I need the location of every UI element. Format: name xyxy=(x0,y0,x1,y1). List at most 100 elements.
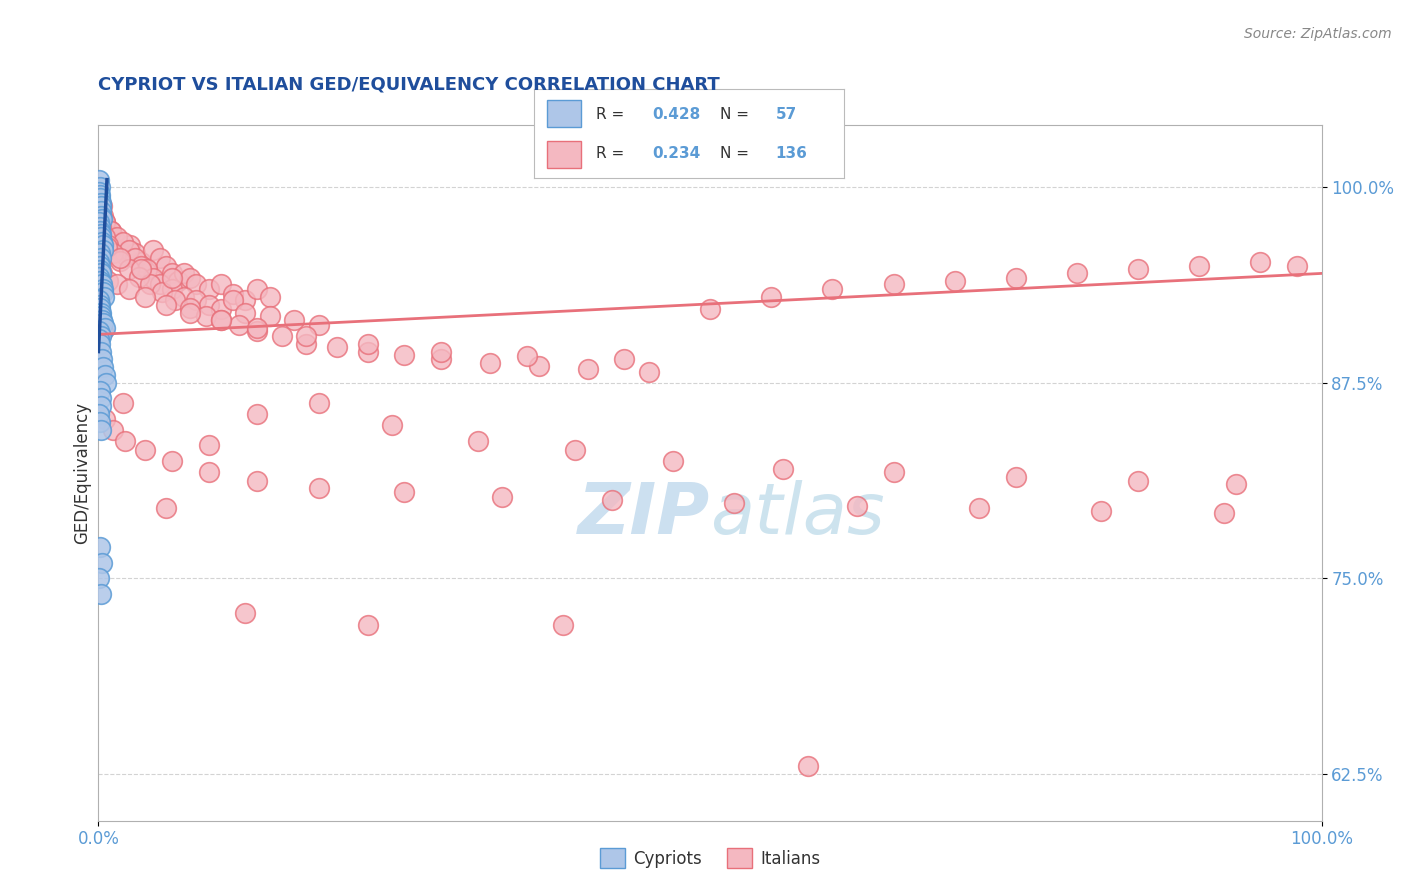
Point xyxy=(186,277,208,292)
Point xyxy=(129,261,152,276)
Point xyxy=(1225,477,1247,491)
Point xyxy=(94,376,117,390)
Point xyxy=(967,500,990,515)
Point xyxy=(89,298,111,312)
Point xyxy=(89,196,111,211)
Point xyxy=(943,274,966,288)
Point xyxy=(90,203,112,218)
Point xyxy=(209,313,232,327)
Point xyxy=(93,290,115,304)
Point xyxy=(259,309,281,323)
Point xyxy=(553,618,575,632)
Point xyxy=(110,251,132,265)
Text: N =: N = xyxy=(720,146,754,161)
Point xyxy=(356,344,378,359)
FancyBboxPatch shape xyxy=(547,141,581,168)
Point xyxy=(246,475,269,489)
Point xyxy=(91,313,114,327)
Text: ZIP: ZIP xyxy=(578,480,710,549)
Point xyxy=(91,352,114,367)
Point xyxy=(91,285,114,300)
Point xyxy=(91,235,114,249)
Point xyxy=(91,556,114,570)
Point xyxy=(89,259,111,273)
Point xyxy=(90,400,112,414)
Point xyxy=(93,412,115,426)
Point xyxy=(90,423,112,437)
Point xyxy=(93,321,115,335)
Point xyxy=(139,277,162,292)
Point xyxy=(136,261,159,276)
Point xyxy=(222,286,245,301)
Point xyxy=(89,336,111,351)
Point xyxy=(124,251,146,265)
Point xyxy=(637,365,661,379)
Point xyxy=(91,277,114,292)
Point xyxy=(797,759,820,773)
Point xyxy=(142,271,165,285)
Point xyxy=(613,352,636,367)
Point xyxy=(308,318,330,332)
Point xyxy=(160,454,183,468)
Point xyxy=(392,485,416,500)
Point xyxy=(821,282,844,296)
Point xyxy=(149,277,172,292)
Point xyxy=(91,209,114,223)
Point xyxy=(576,361,599,376)
Point xyxy=(91,317,114,331)
Point xyxy=(110,253,132,268)
Point xyxy=(197,438,219,452)
Point xyxy=(100,224,122,238)
Text: 57: 57 xyxy=(776,107,797,121)
Point xyxy=(1004,271,1026,285)
Point xyxy=(89,180,111,194)
Point xyxy=(233,606,256,620)
Point xyxy=(326,340,349,354)
Point xyxy=(91,267,114,281)
Point xyxy=(308,396,330,410)
Point xyxy=(101,423,124,437)
Text: atlas: atlas xyxy=(710,480,884,549)
Point xyxy=(105,230,128,244)
Point xyxy=(149,251,172,265)
Point xyxy=(662,454,685,468)
Point xyxy=(197,298,219,312)
Point xyxy=(111,396,134,410)
Point xyxy=(101,230,124,244)
Point xyxy=(89,384,111,398)
Point xyxy=(167,274,190,288)
Point xyxy=(150,285,173,300)
Point xyxy=(173,267,195,281)
Point xyxy=(97,274,120,288)
Point xyxy=(93,230,115,244)
Point xyxy=(761,290,783,304)
Point xyxy=(1212,506,1234,520)
Point xyxy=(197,282,219,296)
Point xyxy=(1286,259,1309,273)
Point xyxy=(772,462,794,476)
Point xyxy=(90,305,112,319)
Point xyxy=(209,313,232,327)
Point xyxy=(228,318,250,332)
Text: Source: ZipAtlas.com: Source: ZipAtlas.com xyxy=(1244,27,1392,41)
Point xyxy=(845,500,868,514)
Point xyxy=(94,219,117,234)
Point xyxy=(105,277,128,292)
Point xyxy=(89,324,111,338)
Point xyxy=(155,259,177,273)
Point xyxy=(100,224,122,238)
Point xyxy=(233,305,256,319)
Point xyxy=(91,238,114,252)
Point xyxy=(93,215,115,229)
Point xyxy=(90,199,112,213)
Point xyxy=(89,188,111,202)
Point xyxy=(160,271,183,285)
Point xyxy=(723,496,745,510)
Point xyxy=(89,274,111,288)
Point xyxy=(381,418,404,433)
Point xyxy=(90,587,112,601)
Text: N =: N = xyxy=(720,107,754,121)
Point xyxy=(160,282,183,296)
Point xyxy=(467,434,489,448)
Point xyxy=(515,349,537,363)
